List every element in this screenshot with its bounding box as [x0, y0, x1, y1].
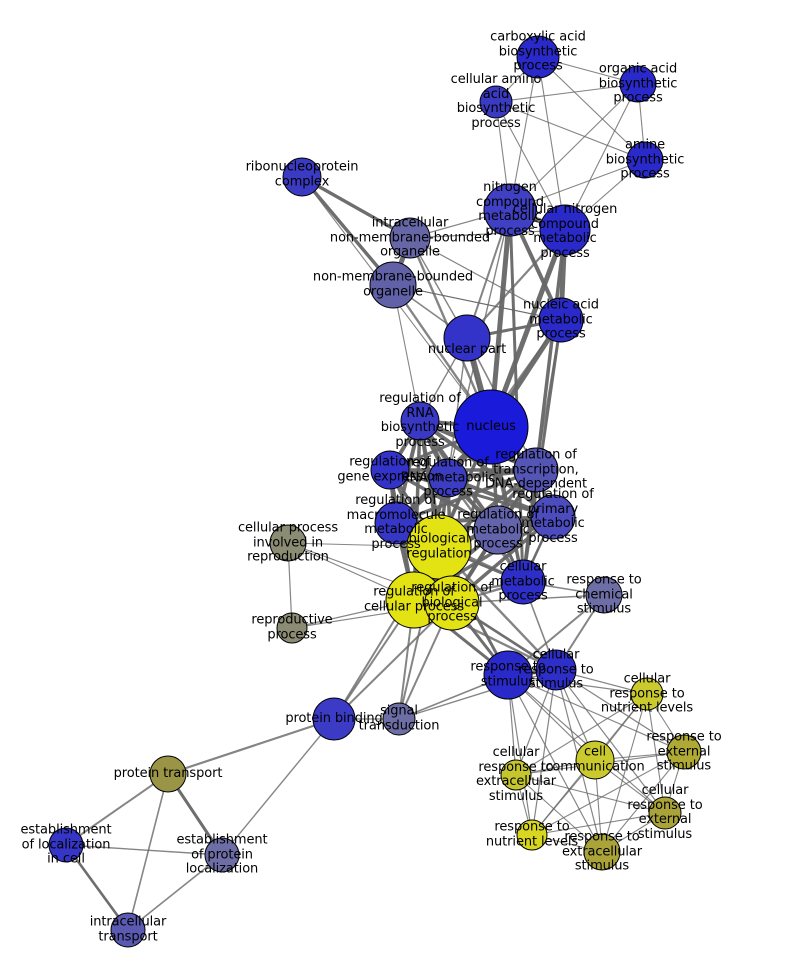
graph-edge — [409, 237, 562, 321]
graph-node[interactable] — [312, 697, 356, 741]
graph-node[interactable] — [428, 458, 468, 498]
graph-edge — [333, 602, 453, 720]
graph-edge — [127, 773, 169, 931]
graph-edge — [555, 669, 666, 814]
graph-edge — [65, 773, 169, 846]
graph-edge — [409, 229, 566, 239]
graph-edge — [507, 674, 533, 836]
graph-edge — [395, 468, 537, 525]
graph-node[interactable] — [575, 740, 615, 780]
graph-node[interactable] — [479, 85, 513, 119]
graph-node[interactable] — [516, 819, 548, 851]
graph-node[interactable] — [530, 494, 576, 540]
graph-node[interactable] — [269, 524, 307, 562]
graph-edge — [507, 674, 685, 753]
graph-edge — [601, 693, 648, 853]
graph-node[interactable] — [513, 447, 559, 493]
graph-edge — [507, 674, 603, 853]
graph-edge — [537, 56, 646, 161]
graph-edge — [64, 844, 130, 931]
graph-edge — [447, 337, 468, 479]
graph-node[interactable] — [626, 141, 664, 179]
graph-node[interactable] — [400, 401, 440, 441]
graph-node[interactable] — [500, 759, 532, 791]
graph-node[interactable] — [630, 677, 664, 711]
graph-node[interactable] — [535, 649, 577, 691]
graph-edge — [398, 669, 557, 720]
graph-node[interactable] — [424, 575, 480, 631]
graph-edge — [127, 854, 223, 931]
graph-edge — [221, 718, 335, 856]
graph-node[interactable] — [585, 576, 623, 614]
graph-node[interactable] — [583, 833, 621, 871]
graph-node[interactable] — [453, 389, 529, 465]
graph-edge — [167, 717, 335, 776]
graph-edge — [531, 812, 666, 836]
graph-edge — [392, 284, 562, 321]
graph-node[interactable] — [389, 217, 431, 259]
graph-node[interactable] — [648, 796, 682, 830]
graph-node[interactable] — [276, 612, 308, 644]
graph-edge — [515, 774, 603, 853]
graph-node[interactable] — [483, 183, 537, 237]
edge-layer — [64, 56, 685, 931]
graph-edge — [515, 774, 666, 814]
graph-node[interactable] — [282, 157, 322, 197]
graph-edge — [646, 693, 666, 814]
graph-node[interactable] — [500, 559, 546, 605]
graph-node[interactable] — [369, 261, 417, 309]
graph-node[interactable] — [110, 912, 146, 948]
graph-node[interactable] — [473, 505, 523, 555]
graph-node[interactable] — [48, 827, 84, 863]
graph-node[interactable] — [443, 314, 491, 362]
node-layer[interactable] — [48, 35, 702, 948]
graph-node[interactable] — [204, 837, 240, 873]
graph-node[interactable] — [374, 501, 418, 545]
graph-node[interactable] — [666, 734, 702, 770]
graph-node[interactable] — [370, 450, 410, 490]
graph-node[interactable] — [483, 650, 533, 700]
graph-edge — [65, 844, 223, 856]
graph-node[interactable] — [516, 35, 560, 79]
graph-node[interactable] — [406, 514, 472, 580]
graph-edge — [515, 693, 648, 776]
graph-edge — [564, 83, 639, 231]
graph-node[interactable] — [538, 297, 584, 343]
graph-node[interactable] — [619, 65, 657, 103]
graph-node[interactable] — [382, 702, 416, 736]
graph-edge — [495, 101, 646, 161]
graph-node[interactable] — [539, 204, 591, 256]
graph-edge — [301, 175, 411, 240]
graph-edge — [537, 56, 566, 231]
graph-edge — [601, 751, 685, 853]
graph-edge — [531, 751, 685, 836]
graph-node[interactable] — [149, 755, 187, 793]
graph-edge — [509, 83, 639, 211]
graph-edge — [495, 83, 639, 103]
graph-edge — [300, 175, 395, 287]
graph-edge — [535, 319, 562, 471]
graph-edge — [531, 669, 557, 836]
